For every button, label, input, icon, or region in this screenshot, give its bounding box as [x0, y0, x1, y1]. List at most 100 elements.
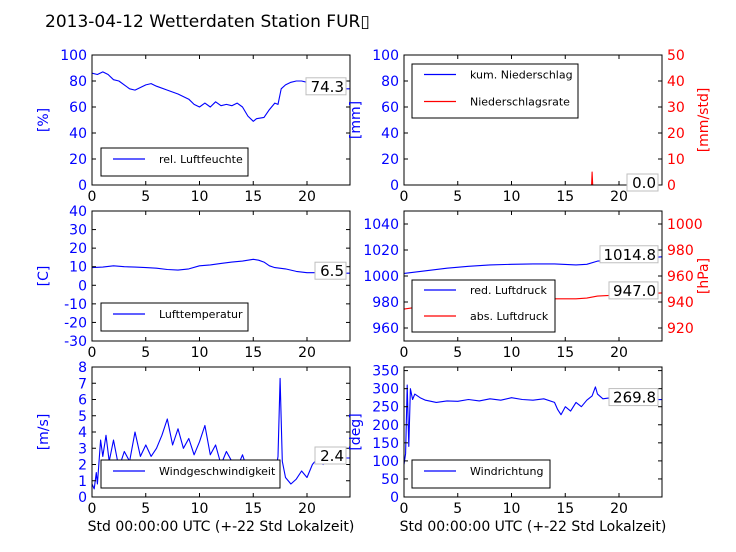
y-tick-label: 980 — [372, 295, 399, 311]
y-tick-label: 100 — [372, 454, 399, 470]
last-value-label: 6.5 — [320, 262, 344, 280]
y2-tick-label: 960 — [667, 269, 694, 285]
y-tick-label: 50 — [381, 472, 399, 488]
legend: Lufttemperatur — [100, 302, 249, 332]
legend-frame — [100, 302, 249, 332]
series-group — [404, 384, 662, 465]
y-tick-label: 10 — [69, 260, 87, 276]
y-tick-label: 7 — [78, 376, 87, 392]
legend: Windrichtung — [411, 459, 551, 489]
legend-label: red. Luftdruck — [470, 284, 547, 297]
y-axis-label: [m/s] — [36, 414, 52, 451]
y-tick-label: 6 — [78, 393, 87, 409]
y-tick-label: 1 — [78, 474, 87, 490]
y-tick-label: 300 — [372, 382, 399, 398]
y-tick-label: -30 — [64, 334, 87, 350]
legend-frame — [100, 459, 281, 489]
panel-pressure: 0 5 10 15 20 960 980 1000 1020 1040 920 940 960 980 10… — [363, 210, 712, 361]
legend-label: kum. Niederschlag — [470, 69, 573, 82]
x-tick-label: 15 — [556, 345, 574, 361]
series-line — [404, 171, 662, 185]
legend-frame — [411, 63, 579, 119]
last-value-label-2-box — [626, 173, 659, 192]
panel-humidity: 0 5 10 15 20 0 20 40 60 80 100 [%] 74.3 rel. Luftfeuc… — [36, 48, 351, 205]
y-tick-label: 60 — [381, 100, 399, 116]
y-tick-label: 0 — [390, 490, 399, 506]
legend-label: rel. Luftfeuchte — [159, 153, 243, 166]
series-group — [92, 71, 350, 122]
x-tick-label: 0 — [400, 345, 409, 361]
x-tick-label: 10 — [191, 501, 209, 517]
panel-temperature: 0 5 10 15 20 -30 -20 -10 0 10 20 30 40 [C] 6.5 Lufttemp… — [36, 204, 351, 361]
legend-label: Windgeschwindigkeit — [159, 465, 276, 478]
last-value-label: 269.8 — [613, 389, 656, 407]
y2-tick-label: 50 — [667, 48, 685, 64]
x-tick-label: 10 — [503, 501, 521, 517]
y-tick-label: 200 — [372, 418, 399, 434]
y-tick-label: 1040 — [363, 217, 399, 233]
panel-precipitation: 0 5 10 15 20 0 20 40 60 80 100 [mm] 0 10 20 30 40 50 [mm/s… — [348, 48, 712, 205]
y-axis-label: [%] — [36, 108, 52, 132]
x-tick-label: 20 — [610, 189, 628, 205]
series-group — [404, 171, 662, 185]
x-tick-label: 10 — [503, 345, 521, 361]
x-axis-label: Std 00:00:00 UTC (+-22 Std Lokalzeit) — [88, 519, 355, 535]
y-tick-label: 1000 — [363, 269, 399, 285]
series-line — [92, 258, 350, 274]
x-tick-label: 0 — [400, 501, 409, 517]
y-tick-label: 20 — [69, 152, 87, 168]
series-line — [92, 71, 350, 122]
plot-frame — [403, 366, 663, 498]
y-tick-label: 100 — [372, 48, 399, 64]
legend: rel. Luftfeuchte — [100, 147, 249, 177]
y-tick-label: 40 — [69, 126, 87, 142]
y-tick-label: 350 — [372, 364, 399, 380]
x-tick-label: 20 — [298, 189, 316, 205]
y-tick-label: 0 — [390, 178, 399, 194]
y-tick-label: 5 — [78, 409, 87, 425]
last-value-label: 74.3 — [311, 78, 344, 96]
y2-tick-label: 40 — [667, 74, 685, 90]
y-tick-label: 30 — [69, 223, 87, 239]
x-tick-label: 5 — [141, 501, 150, 517]
legend-frame — [100, 147, 249, 177]
y-tick-label: 1020 — [363, 243, 399, 259]
last-value-label: 2.4 — [320, 447, 344, 465]
x-tick-label: 5 — [141, 345, 150, 361]
last-value-label-2: 947.0 — [613, 282, 656, 300]
y-tick-label: 80 — [381, 74, 399, 90]
x-tick-label: 10 — [191, 189, 209, 205]
last-value-label-box — [305, 77, 347, 96]
x-tick-label: 15 — [556, 189, 574, 205]
y-tick-label: 80 — [69, 74, 87, 90]
y2-tick-label: 0 — [667, 178, 676, 194]
x-tick-label: 15 — [244, 501, 262, 517]
y-axis-label: [deg] — [348, 413, 364, 450]
y2-axis-label: [hPa] — [696, 258, 712, 294]
x-axis-label: Std 00:00:00 UTC (+-22 Std Lokalzeit) — [400, 519, 667, 535]
legend-label: Niederschlagsrate — [470, 96, 570, 109]
x-tick-label: 5 — [453, 345, 462, 361]
y2-tick-label: 1000 — [667, 217, 703, 233]
y-tick-label: 20 — [69, 241, 87, 257]
x-tick-label: 0 — [88, 189, 97, 205]
x-tick-label: 15 — [244, 189, 262, 205]
last-value-label-box — [608, 388, 659, 407]
x-tick-label: 0 — [88, 501, 97, 517]
plot-frame — [91, 54, 351, 186]
y2-tick-label: 940 — [667, 295, 694, 311]
last-value-label-2: 0.0 — [632, 174, 656, 192]
chart-title: 2013-04-12 Wetterdaten Station FUR▯ — [45, 12, 370, 32]
y2-tick-label: 20 — [667, 126, 685, 142]
last-value-label-box — [599, 245, 659, 264]
legend: Windgeschwindigkeit — [100, 459, 281, 489]
legend-label: abs. Luftdruck — [470, 310, 549, 323]
last-value-label-2-box — [608, 281, 659, 300]
y-tick-label: 150 — [372, 436, 399, 452]
y-tick-label: 40 — [381, 126, 399, 142]
legend: kum. Niederschlag Niederschlagsrate — [411, 63, 579, 119]
y-tick-label: 0 — [78, 178, 87, 194]
x-tick-label: 20 — [610, 501, 628, 517]
